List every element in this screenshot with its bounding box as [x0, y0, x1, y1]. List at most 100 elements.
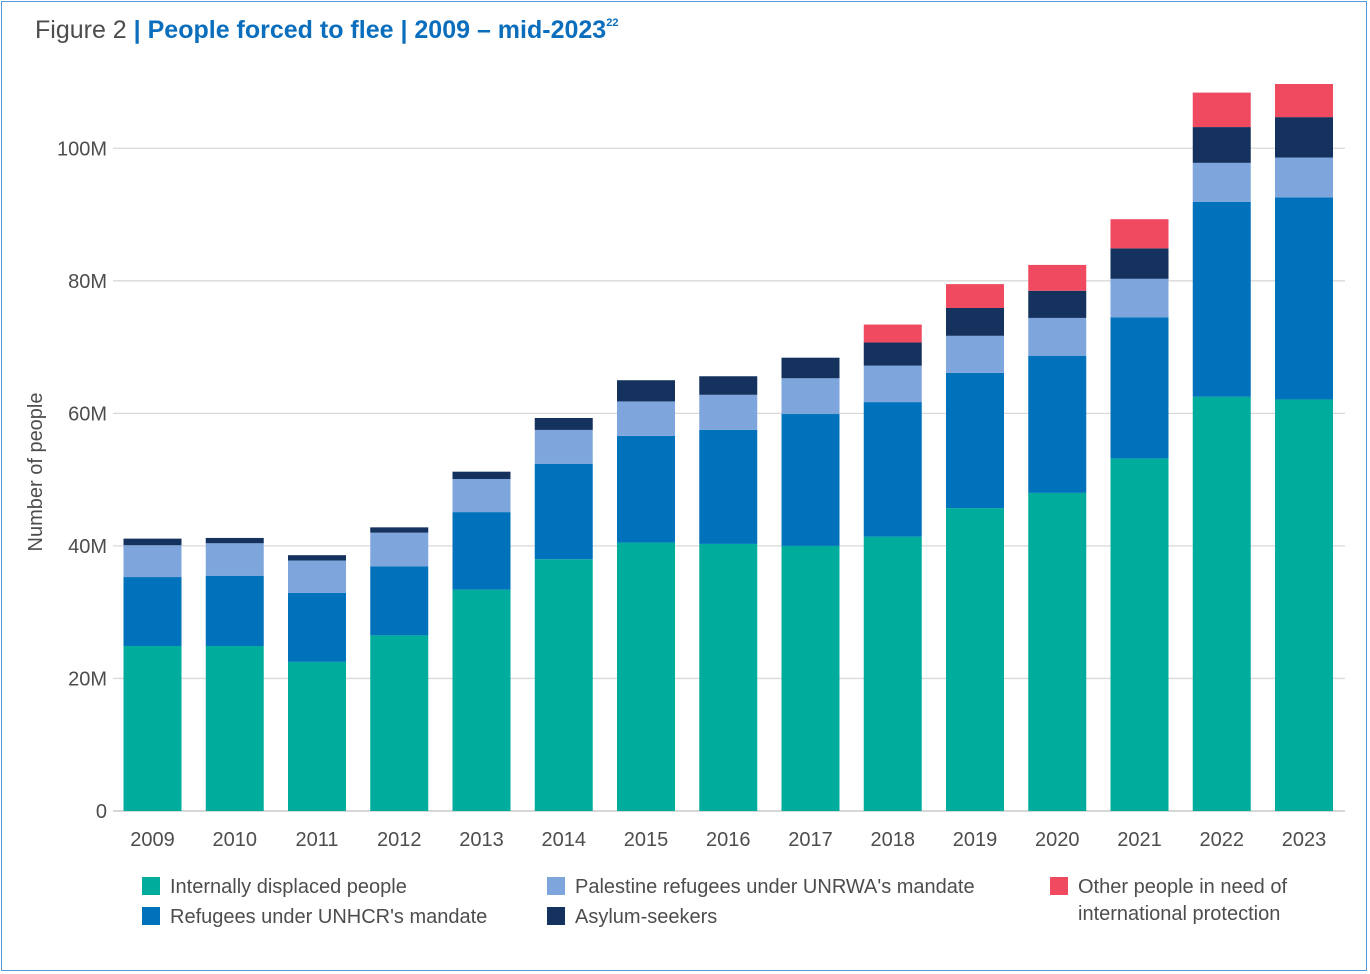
chart-legend: Internally displaced people Refugees unde… [142, 874, 1342, 938]
bar-segment-idp [1028, 492, 1087, 811]
bar-segment-palestine-unrwa [534, 429, 593, 464]
x-tick-label: 2019 [953, 829, 998, 851]
bar-segment-idp [1192, 396, 1251, 811]
bar-segment-other [863, 324, 922, 343]
bar-segment-idp [1110, 458, 1169, 811]
bar-segment-idp [452, 589, 511, 811]
bar-segment-palestine-unrwa [617, 401, 675, 436]
bar-segment-refugees-unhcr [205, 575, 264, 646]
bar-segment-idp [205, 645, 264, 811]
bar-segment-other [1110, 219, 1169, 249]
title-separator: | [133, 16, 141, 44]
x-tick-label: 2012 [377, 829, 422, 851]
x-tick-label: 2021 [1117, 829, 1162, 851]
bar-segment-idp [617, 542, 675, 811]
bar-segment-refugees-unhcr [617, 435, 675, 543]
x-tick-label: 2013 [459, 829, 504, 851]
y-axis-ticks: 0 20M 40M 60M 80M 100M [57, 138, 107, 823]
bar-segment-palestine-unrwa [781, 378, 840, 415]
y-tick-label: 0 [96, 801, 107, 823]
bar-segment-palestine-unrwa [1110, 278, 1169, 318]
bar-segment-refugees-unhcr [863, 402, 922, 537]
bar-segment-refugees-unhcr [1275, 197, 1333, 400]
bar-segment-asylum [617, 380, 675, 402]
legend-swatch [142, 877, 160, 895]
x-tick-label: 2009 [130, 829, 175, 851]
bar-segment-asylum [1275, 117, 1333, 158]
bar-segment-palestine-unrwa [370, 532, 429, 567]
bar-segment-idp [288, 661, 346, 811]
bar-segment-refugees-unhcr [370, 566, 429, 636]
bar-segment-idp [123, 645, 182, 811]
bar-segment-palestine-unrwa [1192, 162, 1251, 202]
bar-segment-asylum [288, 555, 346, 561]
bar-segment-asylum [781, 357, 840, 379]
bar-segment-asylum [205, 537, 264, 544]
bar-segment-palestine-unrwa [452, 478, 511, 513]
x-tick-label: 2016 [706, 829, 751, 851]
bar-segment-asylum [1110, 248, 1169, 279]
legend-swatch [547, 907, 565, 925]
x-tick-label: 2018 [871, 829, 916, 851]
bar-segment-refugees-unhcr [946, 372, 1004, 509]
y-axis-label: Number of people [25, 393, 47, 552]
y-tick-label: 60M [68, 403, 107, 425]
bar-segment-idp [534, 559, 593, 811]
figure-number: Figure 2 [35, 16, 127, 44]
bar-segment-asylum [863, 342, 922, 366]
bar-segment-idp [781, 545, 840, 811]
bar-segment-refugees-unhcr [699, 429, 758, 544]
bar-segment-palestine-unrwa [863, 365, 922, 403]
bar-segment-idp [699, 543, 758, 811]
bar-segment-refugees-unhcr [123, 577, 182, 646]
x-tick-label: 2023 [1282, 829, 1327, 851]
legend-item: Asylum-seekers [547, 904, 1037, 931]
y-tick-label: 20M [68, 668, 107, 690]
bar-segment-asylum [452, 471, 511, 479]
bar-segment-palestine-unrwa [699, 394, 758, 430]
bar-segment-refugees-unhcr [452, 512, 511, 590]
bar-segment-asylum [699, 376, 758, 395]
bar-segment-palestine-unrwa [1028, 317, 1087, 356]
y-tick-label: 80M [68, 271, 107, 293]
x-tick-label: 2015 [624, 829, 669, 851]
bar-segment-asylum [1192, 127, 1251, 163]
chart-title: People forced to flee | 2009 – mid-2023 [147, 16, 607, 44]
legend-label: Asylum-seekers [575, 906, 718, 928]
x-tick-label: 2017 [788, 829, 833, 851]
legend-item: Refugees under UNHCR's mandate [142, 904, 532, 931]
legend-label: Other people in need of international pr… [1078, 876, 1288, 925]
bar-segment-asylum [534, 418, 593, 430]
bar-segment-asylum [123, 538, 182, 546]
bar-segment-other [1192, 92, 1251, 128]
bar-segment-other [1275, 83, 1333, 118]
legend-label: Internally displaced people [170, 876, 407, 898]
bar-segment-palestine-unrwa [205, 543, 264, 576]
bar-segment-idp [370, 635, 429, 811]
x-tick-label: 2020 [1035, 829, 1080, 851]
bar-segment-asylum [946, 307, 1004, 336]
legend-item: Other people in need of international pr… [1050, 874, 1300, 928]
legend-swatch [547, 877, 565, 895]
legend-label: Refugees under UNHCR's mandate [170, 906, 488, 928]
y-tick-label: 100M [57, 138, 107, 160]
legend-swatch [142, 907, 160, 925]
bar-segment-idp [946, 508, 1004, 811]
bar-segment-asylum [370, 527, 429, 533]
bar-segment-palestine-unrwa [288, 560, 346, 593]
legend-label: Palestine refugees under UNRWA's mandate [575, 876, 975, 898]
bar-segment-palestine-unrwa [1275, 157, 1333, 198]
bar-segment-palestine-unrwa [946, 335, 1004, 373]
legend-item: Palestine refugees under UNRWA's mandate [547, 874, 1037, 901]
bar-segment-other [946, 284, 1004, 308]
x-axis-ticks: 2009 2010 2011 2012 2013 2014 2015 2016 2017 2018… [130, 829, 1326, 851]
x-tick-label: 2010 [213, 829, 258, 851]
title-footnote: 22 [606, 17, 619, 29]
bar-segment-refugees-unhcr [1110, 317, 1169, 459]
figure-title: Figure 2 | People forced to flee | 2009 … [35, 16, 618, 45]
bar-segment-refugees-unhcr [534, 463, 593, 560]
bar-segment-idp [863, 536, 922, 811]
x-tick-label: 2022 [1200, 829, 1245, 851]
legend-item: Internally displaced people [142, 874, 532, 901]
